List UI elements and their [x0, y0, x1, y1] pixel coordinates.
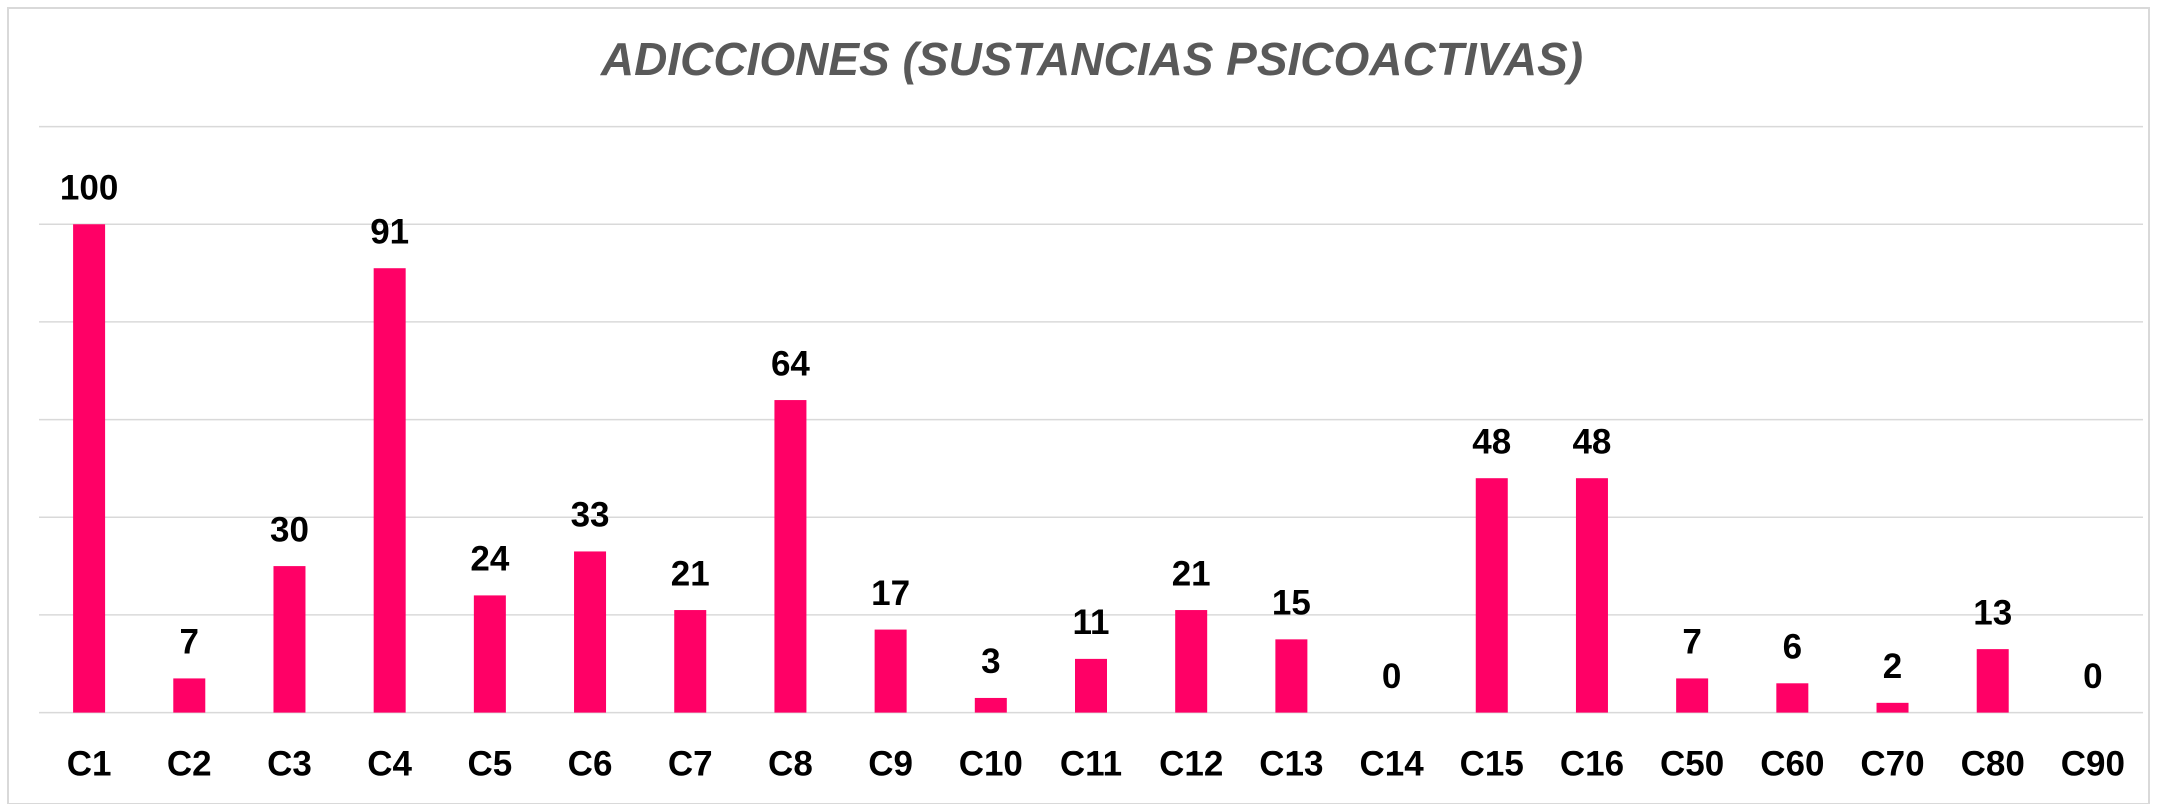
x-tick-label: C4 [367, 744, 412, 783]
data-label: 24 [470, 540, 509, 579]
x-tick-label: C9 [868, 744, 913, 783]
bar [273, 566, 306, 713]
data-label: 7 [1682, 623, 1701, 662]
data-label: 21 [671, 554, 710, 593]
data-label: 13 [1973, 593, 2012, 632]
bar [1876, 702, 1909, 713]
data-label: 15 [1272, 584, 1311, 623]
data-label: 0 [1382, 657, 1401, 696]
bar [774, 400, 807, 713]
x-tick-label: C10 [959, 744, 1023, 783]
bar [73, 224, 106, 713]
data-label: 6 [1783, 628, 1802, 667]
bar [1976, 649, 2009, 713]
data-label: 48 [1572, 422, 1611, 461]
x-tick-label: C8 [768, 744, 813, 783]
x-tick-label: C50 [1660, 744, 1724, 783]
x-tick-label: C6 [568, 744, 613, 783]
data-label: 64 [771, 344, 810, 383]
x-tick-label: C11 [1060, 744, 1122, 783]
bar [1275, 639, 1308, 713]
data-label: 48 [1472, 422, 1511, 461]
x-tick-label: C60 [1760, 744, 1824, 783]
x-tick-label: C80 [1961, 744, 2025, 783]
bar [1676, 678, 1709, 713]
x-tick-label: C1 [67, 744, 112, 783]
data-label: 17 [871, 574, 910, 613]
x-tick-label: C16 [1560, 744, 1624, 783]
bar [974, 697, 1007, 713]
bar [1075, 658, 1107, 713]
x-tick-label: C2 [167, 744, 212, 783]
chart-title: ADICCIONES (SUSTANCIAS PSICOACTIVAS) [600, 33, 1583, 85]
data-label: 100 [60, 169, 118, 208]
bar [1475, 478, 1508, 713]
bar [674, 610, 707, 713]
data-label: 3 [981, 642, 1000, 681]
data-label: 7 [180, 623, 199, 662]
x-tick-label: C7 [668, 744, 713, 783]
bar [1175, 610, 1208, 713]
x-tick-label: C5 [467, 744, 512, 783]
bar [473, 595, 506, 713]
data-label: 0 [2083, 657, 2102, 696]
data-label: 91 [370, 212, 409, 251]
x-tick-label: C14 [1359, 744, 1424, 783]
x-tick-label: C3 [267, 744, 312, 783]
x-tick-label: C70 [1860, 744, 1924, 783]
data-label: 30 [270, 510, 309, 549]
data-label: 33 [571, 496, 610, 535]
bar [173, 678, 206, 713]
x-tick-label: C15 [1460, 744, 1524, 783]
bar [1575, 478, 1608, 713]
bar [574, 551, 607, 713]
bar [373, 268, 406, 713]
data-label: 11 [1073, 603, 1110, 642]
bar [1776, 683, 1809, 713]
bar [874, 629, 907, 713]
x-tick-label: C13 [1259, 744, 1323, 783]
x-tick-label: C12 [1159, 744, 1223, 783]
data-label: 21 [1172, 554, 1211, 593]
data-label: 2 [1883, 647, 1902, 686]
x-tick-label: C90 [2061, 744, 2125, 783]
